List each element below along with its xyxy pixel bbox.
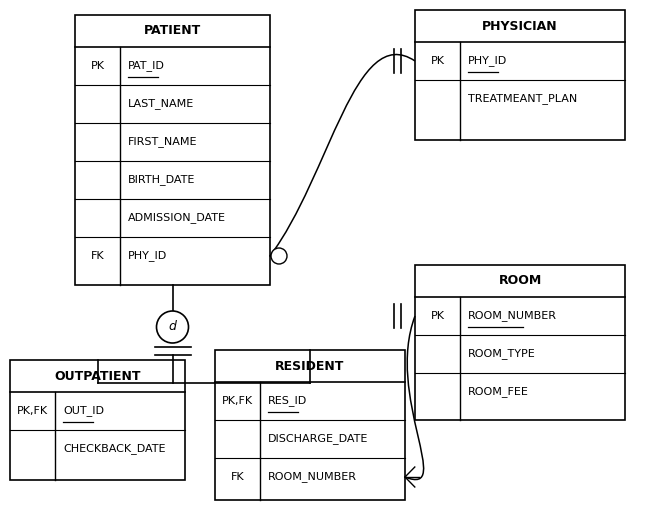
Text: FK: FK	[230, 472, 244, 482]
Circle shape	[271, 248, 287, 264]
Circle shape	[156, 311, 189, 343]
Text: PATIENT: PATIENT	[144, 25, 201, 37]
Text: ROOM_NUMBER: ROOM_NUMBER	[468, 311, 557, 321]
Text: TREATMEANT_PLAN: TREATMEANT_PLAN	[468, 94, 577, 104]
Text: ROOM_FEE: ROOM_FEE	[468, 386, 529, 398]
Text: BIRTH_DATE: BIRTH_DATE	[128, 175, 195, 185]
Text: OUTPATIENT: OUTPATIENT	[54, 369, 141, 383]
Text: ROOM_NUMBER: ROOM_NUMBER	[268, 472, 357, 482]
Text: FK: FK	[90, 251, 104, 261]
Text: FIRST_NAME: FIRST_NAME	[128, 136, 197, 148]
Text: LAST_NAME: LAST_NAME	[128, 99, 194, 109]
Text: ADMISSION_DATE: ADMISSION_DATE	[128, 213, 226, 223]
Text: PK,FK: PK,FK	[17, 406, 48, 416]
Text: PHY_ID: PHY_ID	[468, 56, 507, 66]
Bar	[215, 350, 405, 500]
Text: ROOM: ROOM	[499, 274, 542, 288]
Text: PK: PK	[430, 311, 445, 321]
Text: CHECKBACK_DATE: CHECKBACK_DATE	[63, 444, 165, 454]
Text: OUT_ID: OUT_ID	[63, 406, 104, 416]
Text: PK: PK	[90, 61, 105, 71]
Text: PAT_ID: PAT_ID	[128, 60, 165, 72]
Bar	[415, 265, 625, 420]
Bar	[75, 15, 270, 285]
Bar	[10, 360, 185, 480]
Bar	[415, 10, 625, 140]
Text: PK: PK	[430, 56, 445, 66]
Text: ROOM_TYPE: ROOM_TYPE	[468, 349, 536, 359]
Text: DISCHARGE_DATE: DISCHARGE_DATE	[268, 433, 368, 445]
Text: RESIDENT: RESIDENT	[275, 360, 344, 373]
Text: d: d	[169, 320, 176, 334]
Text: RES_ID: RES_ID	[268, 396, 307, 406]
Text: PHY_ID: PHY_ID	[128, 250, 167, 262]
Text: PK,FK: PK,FK	[222, 396, 253, 406]
Text: PHYSICIAN: PHYSICIAN	[482, 19, 558, 33]
